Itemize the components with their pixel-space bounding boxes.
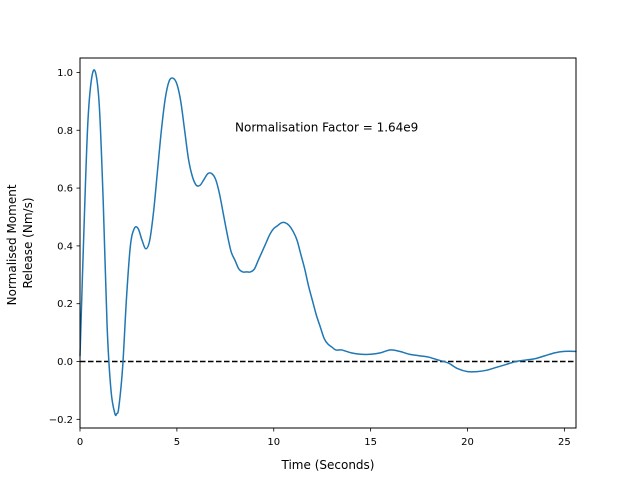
x-tick-label: 0 — [77, 437, 83, 448]
series-line-0 — [79, 69, 577, 417]
y-tick-label: 0.2 — [57, 299, 73, 310]
y-tick-label: 1.0 — [57, 68, 73, 79]
y-tick-label: 0.4 — [57, 241, 73, 252]
x-tick-label: 25 — [558, 437, 571, 448]
annotation-text: Normalisation Factor = 1.64e9 — [235, 120, 418, 134]
x-tick-label: 10 — [267, 437, 280, 448]
axis-ticks: 0 5 10 15 20 25 −0.2 0.0 0.2 0.4 0.6 0.8 1.0 — [49, 68, 571, 448]
y-axis-label-line-2: Release (Nm/s) — [21, 197, 35, 288]
x-tick-label: 20 — [461, 437, 474, 448]
y-tick-label: 0.0 — [57, 357, 73, 368]
y-tick-label: −0.2 — [49, 415, 73, 426]
x-tick-label: 15 — [364, 437, 377, 448]
y-axis-label: Normalised Moment Release (Nm/s) — [5, 181, 35, 306]
axes-frame — [79, 57, 577, 429]
plot-area — [79, 69, 577, 417]
y-axis-label-line-1: Normalised Moment — [5, 184, 19, 305]
x-axis-label: Time (Seconds) — [281, 458, 375, 472]
y-tick-label: 0.6 — [57, 184, 73, 195]
x-tick-label: 5 — [174, 437, 180, 448]
y-tick-label: 0.8 — [57, 126, 73, 137]
